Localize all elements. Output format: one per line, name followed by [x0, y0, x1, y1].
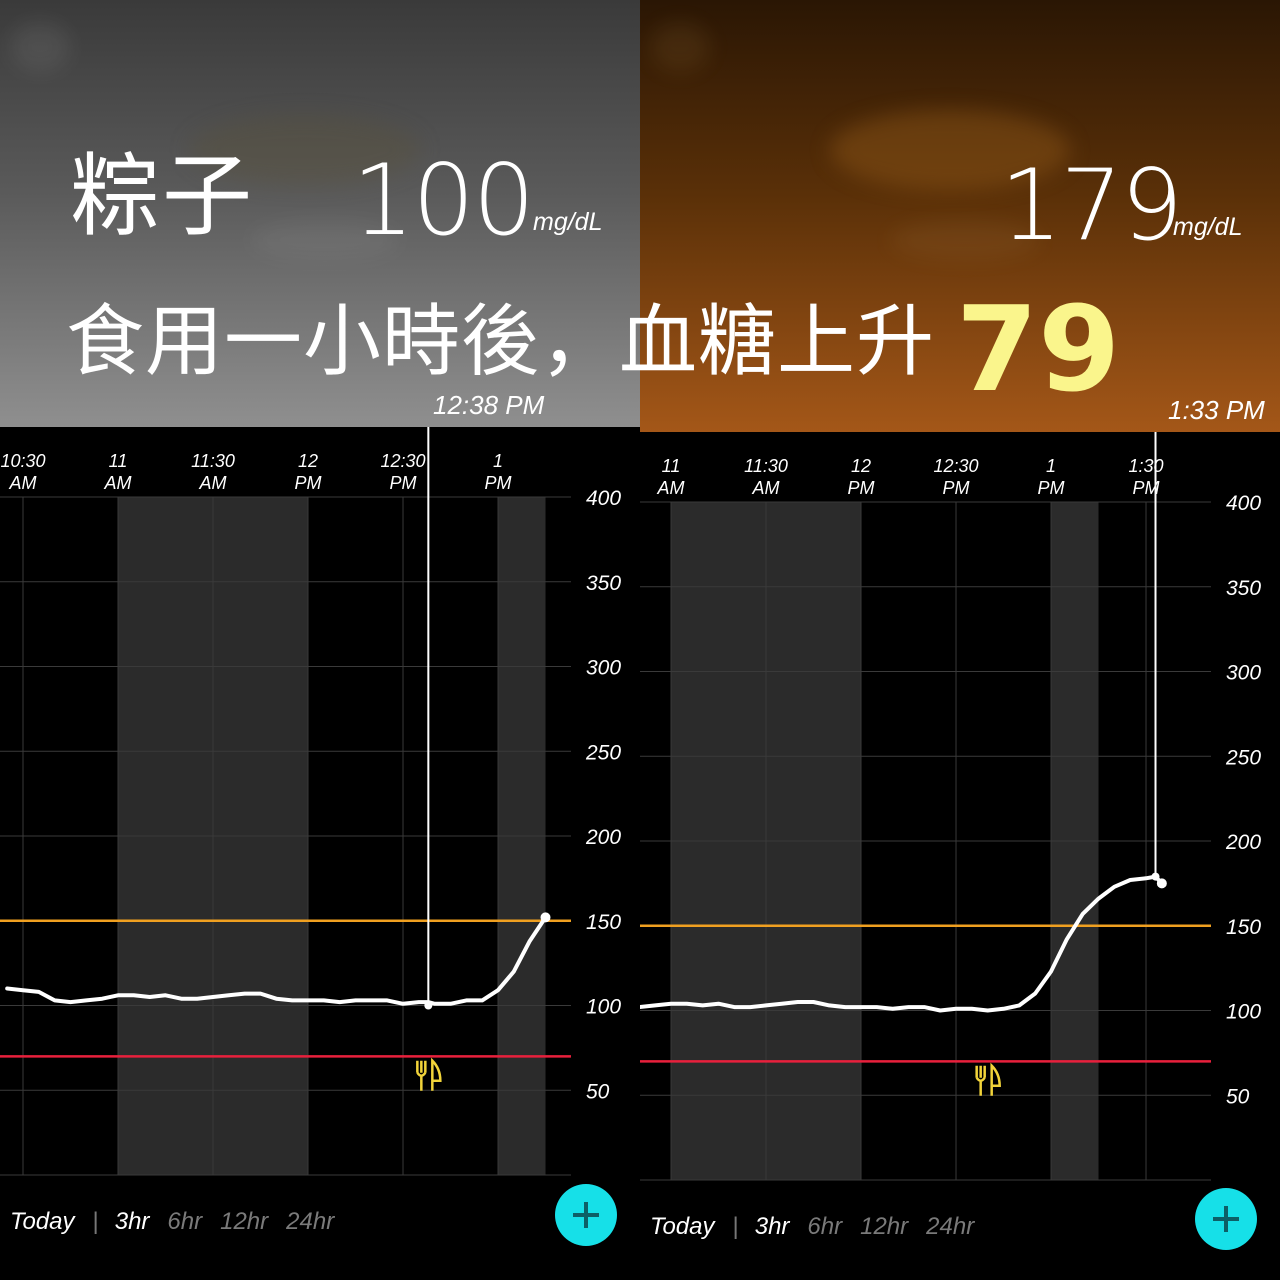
x-tick-label: 12:30	[933, 456, 978, 476]
x-tick-label: PM	[848, 478, 875, 498]
tab-today[interactable]: Today	[10, 1208, 75, 1235]
y-tick-label: 200	[1225, 831, 1261, 854]
glucose-value: 100	[352, 144, 535, 258]
tab-6hr[interactable]: 6hr	[167, 1208, 203, 1235]
add-entry-button[interactable]	[1195, 1188, 1257, 1250]
x-tick-label: PM	[1038, 478, 1065, 498]
x-tick-label: PM	[485, 473, 512, 493]
tab-3hr[interactable]: 3hr	[754, 1213, 790, 1240]
y-tick-label: 250	[1225, 746, 1261, 769]
reading-header: 100 mg/dL 12:38 PM	[0, 0, 640, 427]
reading-time: 1:33 PM	[1168, 395, 1265, 425]
y-tick-label: 250	[585, 741, 621, 764]
y-tick-label: 300	[586, 657, 621, 680]
tab-6hr[interactable]: 6hr	[807, 1213, 843, 1240]
glucose-chart[interactable]: 10:30 AM 11 AM 11:30 AM 12 PM 12:30 PM 1 PM 50 100 150…	[0, 427, 640, 1207]
x-tick-label: AM	[752, 478, 780, 498]
x-tick-label: PM	[295, 473, 322, 493]
glucose-unit: mg/dL	[1173, 213, 1243, 241]
add-entry-button[interactable]	[555, 1184, 617, 1246]
tab-3hr[interactable]: 3hr	[114, 1208, 150, 1235]
y-tick-label: 100	[586, 996, 621, 1019]
tab-12hr[interactable]: 12hr	[220, 1208, 269, 1235]
y-tick-label: 300	[1226, 662, 1261, 685]
y-tick-label: 100	[1226, 1001, 1261, 1024]
x-tick-label: 11:30	[744, 456, 788, 476]
range-tabs: Today | 3hr 6hr 12hr 24hr	[10, 1208, 352, 1236]
x-tick-label: 1:30	[1128, 456, 1163, 476]
plus-icon	[573, 1202, 599, 1228]
y-tick-label: 50	[586, 1080, 610, 1103]
latest-reading-dot	[540, 912, 551, 923]
x-tick-label: AM	[199, 473, 227, 493]
plus-icon	[1213, 1206, 1239, 1232]
tab-24hr[interactable]: 24hr	[286, 1208, 335, 1235]
x-tick-label: 11	[109, 451, 128, 471]
glucose-series-line	[640, 874, 1164, 1013]
y-tick-label: 350	[1226, 577, 1261, 600]
tab-divider: |	[732, 1213, 739, 1240]
blurred-icon	[650, 22, 710, 72]
range-tabs: Today | 3hr 6hr 12hr 24hr	[650, 1213, 992, 1241]
fork-knife-icon	[416, 1057, 442, 1091]
x-tick-label: AM	[657, 478, 685, 498]
x-tick-label: 10:30	[0, 451, 45, 471]
x-tick-label: AM	[9, 473, 37, 493]
y-tick-label: 400	[586, 487, 621, 510]
y-tick-label: 400	[1226, 492, 1261, 515]
left-panel: 100 mg/dL 12:38 PM 10:30 AM 11 AM 11:30 AM 12 P…	[0, 0, 640, 1246]
tab-12hr[interactable]: 12hr	[860, 1213, 909, 1240]
y-tick-label: 200	[585, 826, 621, 849]
right-panel: 179 mg/dL 1:33 PM 11 AM 11:30 AM 12 PM 12:30 PM…	[640, 0, 1280, 1280]
y-tick-label: 350	[586, 572, 621, 595]
latest-reading-dot	[1156, 878, 1167, 889]
blurred-icon	[10, 22, 70, 72]
x-tick-label: 11:30	[191, 451, 235, 471]
blurred-text	[250, 220, 400, 260]
x-tick-label: 12	[298, 451, 318, 471]
x-tick-label: PM	[390, 473, 417, 493]
y-tick-label: 150	[1226, 916, 1261, 939]
glucose-chart[interactable]: 11 AM 11:30 AM 12 PM 12:30 PM 1 PM 1:30 PM 50 100 150 2…	[640, 432, 1280, 1212]
y-tick-label: 50	[1226, 1085, 1250, 1108]
tab-24hr[interactable]: 24hr	[926, 1213, 975, 1240]
blurred-text	[190, 115, 420, 185]
x-tick-label: PM	[943, 478, 970, 498]
x-tick-label: 1	[1046, 456, 1056, 476]
cursor-point	[1151, 872, 1160, 881]
tab-divider: |	[92, 1208, 99, 1235]
fork-knife-icon	[975, 1062, 1001, 1096]
tab-today[interactable]: Today	[650, 1213, 715, 1240]
glucose-series-line	[5, 915, 548, 1006]
x-tick-label: 11	[662, 456, 681, 476]
x-tick-label: 12	[851, 456, 871, 476]
x-tick-label: PM	[1133, 478, 1160, 498]
glucose-chart-svg: 10:30AM11AM11:30AM12PM12:30PM1PM50100150…	[0, 427, 621, 1176]
cursor-point	[424, 1001, 433, 1010]
reading-header: 179 mg/dL 1:33 PM	[640, 0, 1280, 432]
glucose-value: 179	[1000, 149, 1183, 263]
reading-time: 12:38 PM	[433, 390, 545, 420]
blurred-text	[890, 220, 1040, 260]
x-tick-label: AM	[104, 473, 132, 493]
x-tick-label: 1	[493, 451, 503, 471]
y-tick-label: 150	[586, 911, 621, 934]
glucose-chart-svg: 11AM11:30AM12PM12:30PM1PM1:30PM501001502…	[640, 432, 1261, 1181]
glucose-unit: mg/dL	[533, 208, 603, 236]
x-tick-label: 12:30	[380, 451, 425, 471]
blurred-text	[830, 110, 1070, 190]
